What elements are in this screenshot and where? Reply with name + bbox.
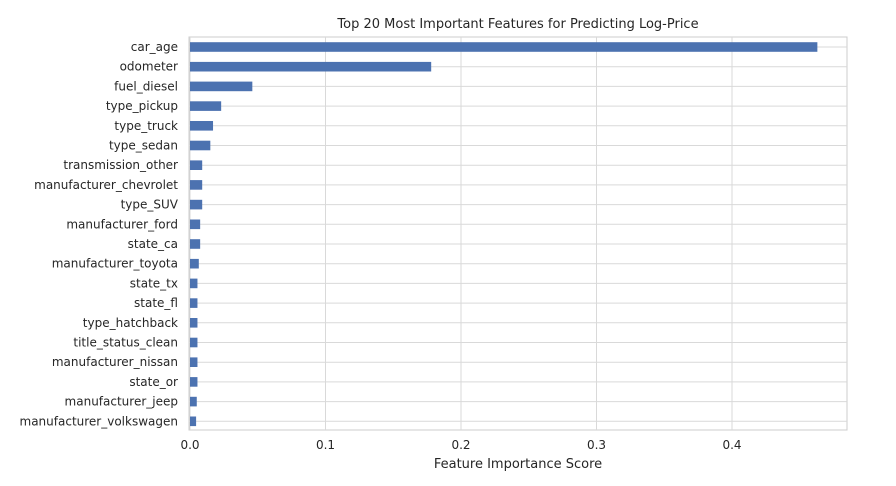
y-tick-label: type_truck	[114, 119, 178, 133]
x-tick-labels: 0.0 0.1 0.2 0.3 0.4	[180, 438, 741, 452]
y-tick-label: type_SUV	[121, 198, 179, 212]
bar-type_pickup	[190, 101, 222, 111]
y-tick-label: manufacturer_toyota	[52, 257, 178, 271]
bar-state_fl	[190, 298, 198, 308]
y-tick-label: odometer	[120, 60, 178, 74]
y-tick-label: car_age	[131, 40, 178, 54]
x-axis-title: Feature Importance Score	[434, 457, 602, 472]
bar-odometer	[190, 61, 432, 72]
y-tick-label: manufacturer_chevrolet	[34, 178, 178, 192]
y-tick-label: title_status_clean	[73, 336, 178, 350]
y-tick-label: type_sedan	[109, 139, 178, 153]
bar-car_age	[190, 42, 818, 52]
y-tick-label: manufacturer_volkswagen	[20, 414, 178, 428]
bar-title_status_clean	[190, 337, 198, 348]
bar-manufacturer_ford	[190, 219, 201, 230]
y-tick-label: manufacturer_nissan	[52, 355, 178, 369]
bar-type_sedan	[190, 140, 211, 151]
y-tick-label: type_pickup	[106, 99, 178, 113]
y-tick-label: state_or	[129, 375, 178, 389]
x-tick-label: 0.4	[722, 438, 741, 452]
bar-manufacturer_jeep	[190, 396, 197, 407]
bar-manufacturer_volkswagen	[190, 416, 197, 427]
bar-manufacturer_chevrolet	[190, 180, 203, 190]
bar-manufacturer_toyota	[190, 258, 199, 269]
x-tick-label: 0.1	[316, 438, 335, 452]
bar-transmission_other	[190, 160, 203, 170]
y-tick-label: manufacturer_jeep	[65, 395, 178, 409]
y-tick-label: manufacturer_ford	[66, 217, 178, 231]
y-tick-label: type_hatchback	[83, 316, 178, 330]
x-tick-label: 0.2	[451, 438, 470, 452]
bar-manufacturer_nissan	[190, 357, 198, 367]
x-tick-label: 0.3	[587, 438, 606, 452]
bar-type_SUV	[190, 199, 203, 210]
bar-type_truck	[190, 121, 214, 131]
bar-state_ca	[190, 239, 201, 249]
x-tick-label: 0.0	[180, 438, 199, 452]
bar-fuel_diesel	[190, 81, 253, 92]
bar-state_tx	[190, 278, 198, 289]
bar-type_hatchback	[190, 318, 198, 328]
y-tick-labels: car_age odometer fuel_diesel type_pickuptyp…	[20, 40, 179, 428]
plot-area	[188, 36, 848, 431]
y-tick-label: state_tx	[130, 276, 178, 290]
y-tick-label: state_ca	[128, 237, 178, 251]
y-tick-label: fuel_diesel	[114, 79, 178, 93]
bars	[190, 42, 818, 427]
y-tick-label: state_fl	[134, 296, 178, 310]
bar-state_or	[190, 377, 198, 387]
y-tick-label: transmission_other	[63, 158, 178, 172]
chart-title: Top 20 Most Important Features for Predi…	[336, 17, 698, 32]
